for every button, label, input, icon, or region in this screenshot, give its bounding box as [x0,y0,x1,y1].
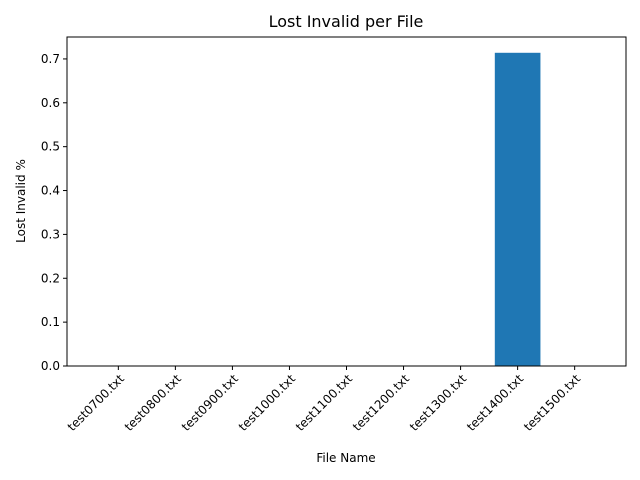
y-tick-label: 0.3 [41,227,60,241]
bars-group [494,52,541,367]
y-axis-label: Lost Invalid % [14,159,28,243]
y-tick-label: 0.0 [41,359,60,373]
y-tick-label: 0.1 [41,315,60,329]
y-axis-ticks: 0.0 0.1 0.2 0.3 0.4 0.5 0.6 0.7 [41,52,67,373]
y-tick-label: 0.7 [41,52,60,66]
y-tick-label: 0.4 [41,184,60,198]
y-tick-label: 0.2 [41,271,60,285]
y-tick-label: 0.5 [41,140,60,154]
plot-frame [66,36,627,367]
bar-test1400-txt [494,52,541,367]
chart-title: Lost Invalid per File [269,12,424,31]
x-axis-label: File Name [316,451,375,465]
y-tick-label: 0.6 [41,96,60,110]
